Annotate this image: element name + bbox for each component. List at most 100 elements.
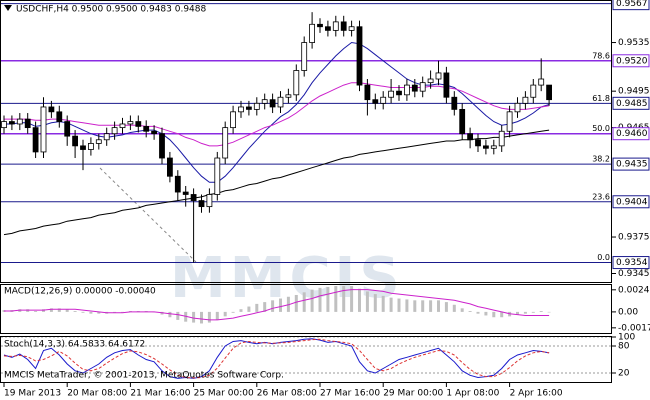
x-tick-label: 25 Mar 00:00 [194,389,254,399]
candle-body [324,26,331,31]
macd-bar [500,311,504,318]
y-tick-label: 0.9375 [618,233,650,243]
macd-bar [65,309,69,312]
indicator-line [4,82,550,147]
candle-body [388,90,395,98]
candle-body [182,191,189,195]
macd-bar [271,300,275,312]
macd-bar [263,302,267,312]
candle-body [332,21,339,31]
y-tick-label: 0.9535 [618,38,650,48]
candle-body [538,78,545,86]
y-tick-label: 0.9495 [618,87,650,97]
candle-body [475,139,481,147]
price-label: 0.9354 [616,258,648,268]
indicator-line [4,41,550,183]
candle-body [72,135,78,147]
fib-ratio: 23.6 [592,192,610,201]
candle-body [230,111,237,129]
macd-bar [342,286,346,312]
macd-bar [97,311,101,314]
candle-body [340,21,347,31]
candle-body [253,102,260,110]
macd-bar [231,311,235,313]
fib-ratio: 78.6 [592,51,610,60]
macd-bar [310,289,314,312]
macd-bar [373,294,377,312]
macd-bar [437,300,440,312]
macd-bar [247,306,251,312]
fib-ratio: 50.0 [592,124,610,133]
candle-body [103,133,110,141]
macd-bar [207,311,211,323]
candle-body [348,26,355,31]
y-tick-label: 0.00248 [618,285,650,295]
candle-body [56,111,63,122]
indicator-line [4,289,550,321]
candle-body [411,84,418,92]
macd-bar [89,311,93,314]
candle-body [143,126,150,132]
candle-body [159,133,165,159]
candle-body [40,106,47,153]
candle-body [32,127,39,153]
x-tick-label: 20 Mar 08:00 [67,389,127,399]
macd-bar [516,311,519,315]
candle-body [119,123,126,129]
macd-bar [539,311,543,312]
macd-bar [200,311,203,324]
fib-ratio: 100.0 [587,0,610,3]
macd-bar [468,311,472,312]
macd-bar [350,286,354,312]
macd-bar [405,299,409,312]
x-tick-label: 26 Mar 08:00 [257,389,317,399]
macd-bar [318,287,322,312]
price-box [612,54,650,68]
candle-body [64,121,71,137]
main-frame [0,0,612,283]
price-label: 0.9567 [616,0,648,9]
macd-bar [452,304,456,312]
candle-body [174,175,181,193]
x-tick-label: 29 Mar 00:00 [383,389,443,399]
macd-frame [0,284,612,334]
macd-bar [492,311,496,318]
candle-body [293,70,300,96]
macd-bar [73,311,77,312]
candle-body [222,127,229,159]
macd-bar [121,311,124,313]
macd-bar [476,311,480,314]
price-label: 0.9435 [616,160,648,170]
x-tick-label: 2 Apr 16:00 [510,389,563,399]
candle-body [380,96,387,104]
indicator-label: Stoch(14,3,3) 64.5833 64.6172 [4,340,145,350]
candle-body [435,72,442,80]
macd-bar [381,295,385,312]
price-label: 0.9520 [616,56,648,66]
candle-body [546,84,552,101]
candle-body [151,130,158,135]
candle-body [166,157,173,177]
macd-bar [484,311,488,316]
candle-body [8,121,15,125]
macd-bar [334,286,338,312]
y-tick-label: -0.00179 [618,323,650,333]
indicator-label: MACD(12,26,9) 0.00000 -0.00040 [4,287,156,297]
candle-body [419,82,426,92]
price-label: 0.9460 [616,129,648,139]
candle-body [88,143,94,150]
x-tick-label: 21 Mar 16:00 [130,389,190,399]
candle-body [269,99,276,108]
candle-body [467,133,474,141]
macd-bar [358,288,361,312]
candle-body [372,99,379,104]
candle-body [277,96,284,108]
candle-body [522,96,529,104]
candle-body [48,106,55,113]
macd-bar [255,303,259,312]
fib-ratio: 38.2 [592,155,610,164]
candle-body [443,72,450,98]
macd-bar [215,311,219,320]
